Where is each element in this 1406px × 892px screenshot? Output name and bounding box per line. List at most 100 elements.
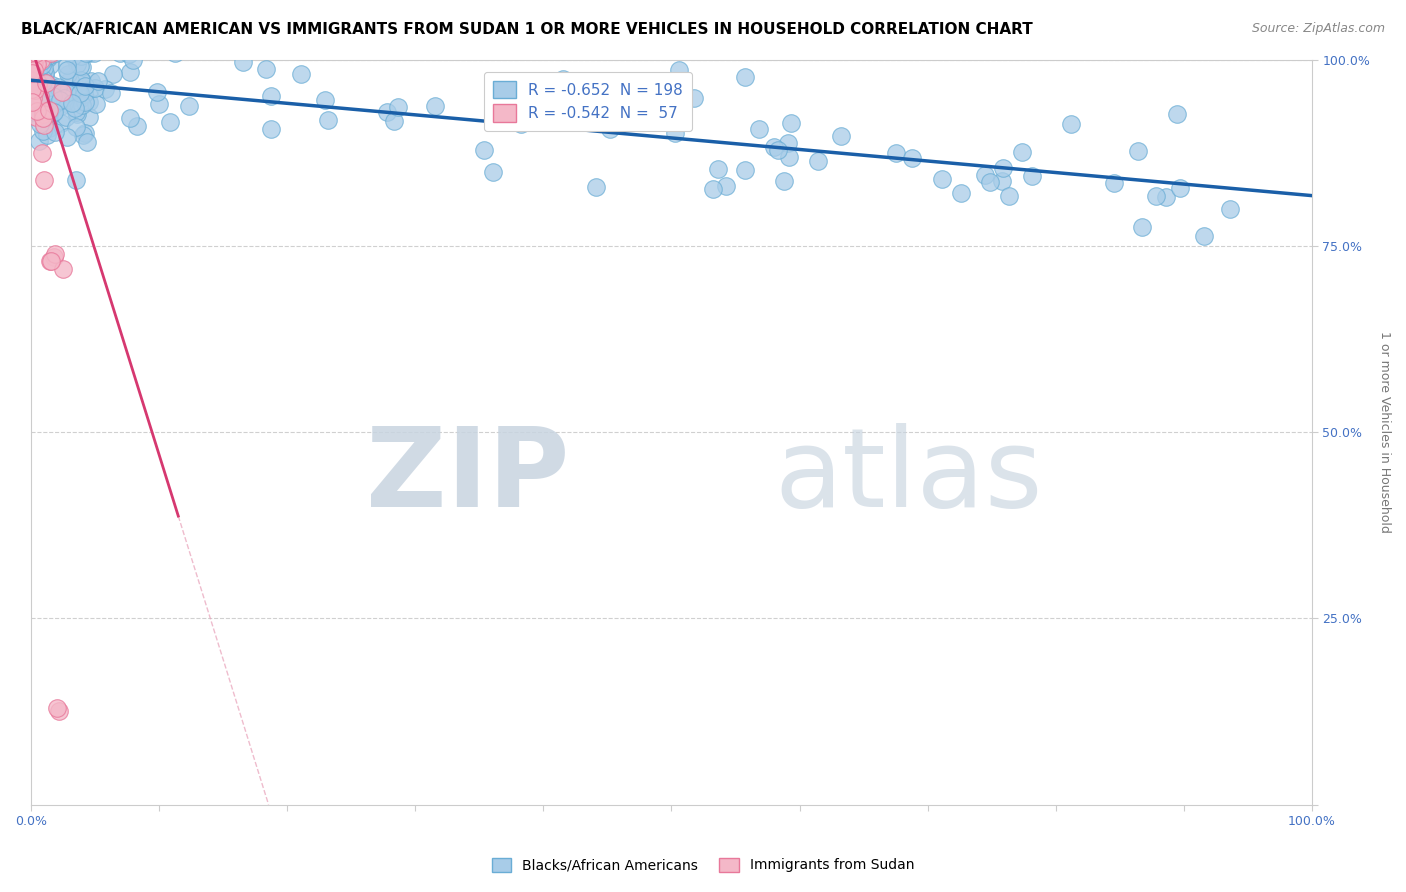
Point — [62, 45, 84, 60]
Point — [28, 53, 51, 67]
Point — [28, 45, 51, 60]
Point — [21, 88, 44, 103]
Point — [27, 104, 49, 119]
Point — [75, 95, 97, 109]
Point — [21, 65, 44, 79]
Point — [79, 82, 101, 96]
Point — [830, 128, 852, 143]
Point — [28, 45, 51, 60]
Point — [159, 115, 181, 129]
Point — [27, 45, 49, 60]
Point — [20, 104, 42, 119]
Point — [21, 45, 44, 60]
Point — [32, 72, 55, 87]
Point — [20, 45, 42, 60]
Point — [70, 73, 93, 87]
Point — [44, 45, 66, 60]
Point — [41, 107, 63, 121]
Point — [585, 180, 607, 194]
Point — [35, 45, 58, 60]
Point — [1144, 189, 1167, 203]
Point — [32, 119, 55, 133]
Point — [314, 93, 336, 107]
Point — [20, 56, 42, 70]
Text: atlas: atlas — [773, 424, 1042, 531]
Point — [375, 104, 398, 119]
Point — [27, 78, 49, 93]
Point — [35, 45, 58, 60]
Point — [24, 83, 46, 97]
Point — [991, 174, 1014, 188]
Point — [734, 70, 756, 84]
Point — [610, 95, 633, 110]
Point — [1130, 220, 1153, 235]
Point — [31, 103, 53, 118]
Point — [28, 88, 51, 103]
Point — [34, 76, 56, 90]
Point — [66, 107, 89, 121]
Point — [55, 111, 77, 125]
Point — [60, 96, 83, 111]
Point — [31, 54, 53, 69]
Point — [56, 86, 79, 100]
Point — [165, 45, 187, 60]
Point — [32, 51, 55, 65]
Point — [42, 105, 65, 120]
Point — [51, 85, 73, 99]
Point — [39, 48, 62, 62]
Point — [22, 86, 45, 100]
Point — [34, 104, 56, 119]
Legend: Blacks/African Americans, Immigrants from Sudan: Blacks/African Americans, Immigrants fro… — [486, 852, 920, 878]
Point — [37, 51, 59, 65]
Point — [52, 261, 75, 276]
Point — [70, 97, 93, 112]
Point — [24, 66, 46, 80]
Y-axis label: 1 or more Vehicles in Household: 1 or more Vehicles in Household — [1378, 332, 1391, 533]
Point — [664, 126, 686, 140]
Point — [1166, 107, 1188, 121]
Point — [1168, 180, 1191, 194]
Point — [588, 84, 610, 98]
Point — [59, 72, 82, 87]
Point — [25, 45, 48, 60]
Point — [24, 110, 46, 124]
Point — [25, 45, 48, 60]
Point — [24, 45, 46, 60]
Point — [714, 178, 737, 193]
Point — [60, 45, 83, 60]
Point — [69, 73, 91, 87]
Point — [28, 48, 51, 62]
Legend: R = -0.652  N = 198, R = -0.542  N =  57: R = -0.652 N = 198, R = -0.542 N = 57 — [484, 71, 692, 131]
Point — [22, 89, 45, 103]
Text: Source: ZipAtlas.com: Source: ZipAtlas.com — [1251, 22, 1385, 36]
Point — [48, 705, 70, 719]
Point — [423, 99, 446, 113]
Point — [22, 87, 45, 101]
Point — [24, 45, 46, 60]
Point — [382, 114, 405, 128]
Point — [776, 136, 799, 151]
Point — [778, 151, 800, 165]
Point — [32, 173, 55, 187]
Point — [38, 45, 60, 60]
Point — [148, 97, 170, 112]
Point — [21, 95, 44, 110]
Point — [707, 161, 730, 176]
Point — [762, 139, 785, 153]
Point — [32, 61, 55, 75]
Point — [1011, 145, 1033, 160]
Point — [65, 104, 87, 119]
Point — [69, 86, 91, 100]
Point — [87, 74, 110, 88]
Point — [979, 175, 1001, 189]
Point — [39, 254, 62, 268]
Point — [884, 146, 907, 161]
Point — [31, 58, 53, 72]
Point — [65, 95, 87, 109]
Point — [513, 95, 536, 109]
Point — [52, 91, 75, 105]
Point — [77, 95, 100, 110]
Point — [21, 95, 44, 110]
Point — [260, 88, 283, 103]
Point — [31, 98, 53, 112]
